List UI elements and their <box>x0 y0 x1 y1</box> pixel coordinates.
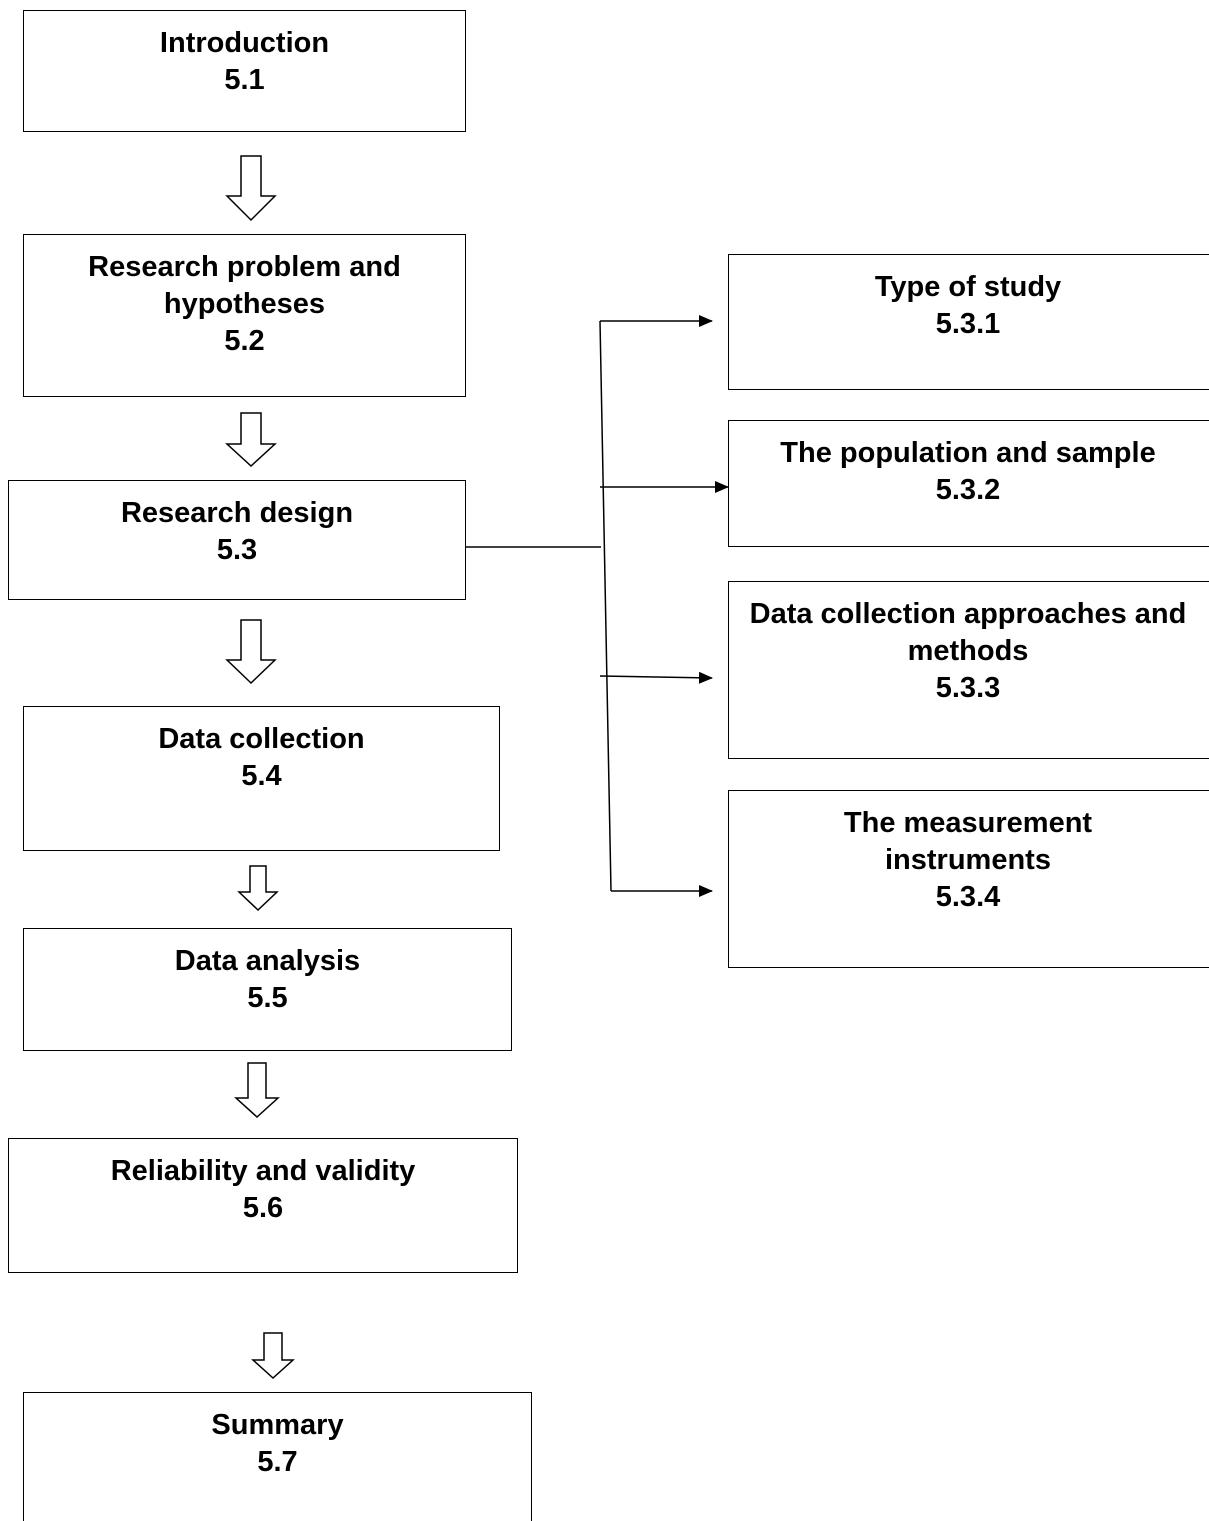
box-population-sample: The population and sample 5.3.2 <box>728 420 1209 547</box>
box-title: Type of study <box>874 271 1062 303</box>
box-research-problem: Research problem and hypotheses 5.2 <box>23 234 466 397</box>
down-arrow-icon <box>225 155 277 222</box>
box-title: Data analysis <box>174 945 361 977</box>
down-arrow-icon <box>225 619 277 685</box>
branch-trunk <box>599 320 612 892</box>
box-title: Data collection approaches and methods <box>749 598 1187 667</box>
box-title: Reliability and validity <box>110 1155 416 1187</box>
section-number: 5.1 <box>224 64 265 96</box>
down-arrow-icon <box>234 1062 280 1119</box>
section-number: 5.3.2 <box>935 474 1001 506</box>
arrow-to-data-collection-approaches <box>599 671 713 684</box>
box-data-analysis: Data analysis 5.5 <box>23 928 512 1051</box>
box-title: Introduction <box>159 27 330 59</box>
section-number: 5.3.1 <box>935 308 1001 340</box>
box-data-collection-approaches: Data collection approaches and methods 5… <box>728 581 1209 759</box>
box-title: Data collection <box>158 723 365 755</box>
box-measurement-instruments: The measurement instruments 5.3.4 <box>728 790 1209 968</box>
section-number: 5.5 <box>247 982 288 1014</box>
box-title: The population and sample <box>780 437 1156 469</box>
section-number: 5.3 <box>216 534 258 566</box>
section-number: 5.3.3 <box>935 672 1001 704</box>
down-arrow-icon <box>225 412 277 468</box>
box-title: Research design <box>120 497 354 529</box>
box-summary: Summary 5.7 <box>23 1392 532 1521</box>
section-number: 5.7 <box>257 1446 298 1478</box>
box-type-of-study: Type of study 5.3.1 <box>728 254 1209 390</box>
box-title: The measurement instruments <box>843 807 1093 876</box>
box-introduction: Introduction 5.1 <box>23 10 466 132</box>
section-number: 5.3.4 <box>935 881 1001 913</box>
section-number: 5.2 <box>224 325 265 357</box>
box-title: Summary <box>211 1409 344 1441</box>
box-data-collection: Data collection 5.4 <box>23 706 500 851</box>
down-arrow-icon <box>251 1332 295 1380</box>
box-title: Research problem and hypotheses <box>88 251 401 320</box>
down-arrow-icon <box>237 865 279 912</box>
box-reliability-validity: Reliability and validity 5.6 <box>8 1138 518 1273</box>
box-research-design: Research design 5.3 <box>8 480 466 600</box>
section-number: 5.6 <box>242 1192 284 1224</box>
section-number: 5.4 <box>241 760 282 792</box>
